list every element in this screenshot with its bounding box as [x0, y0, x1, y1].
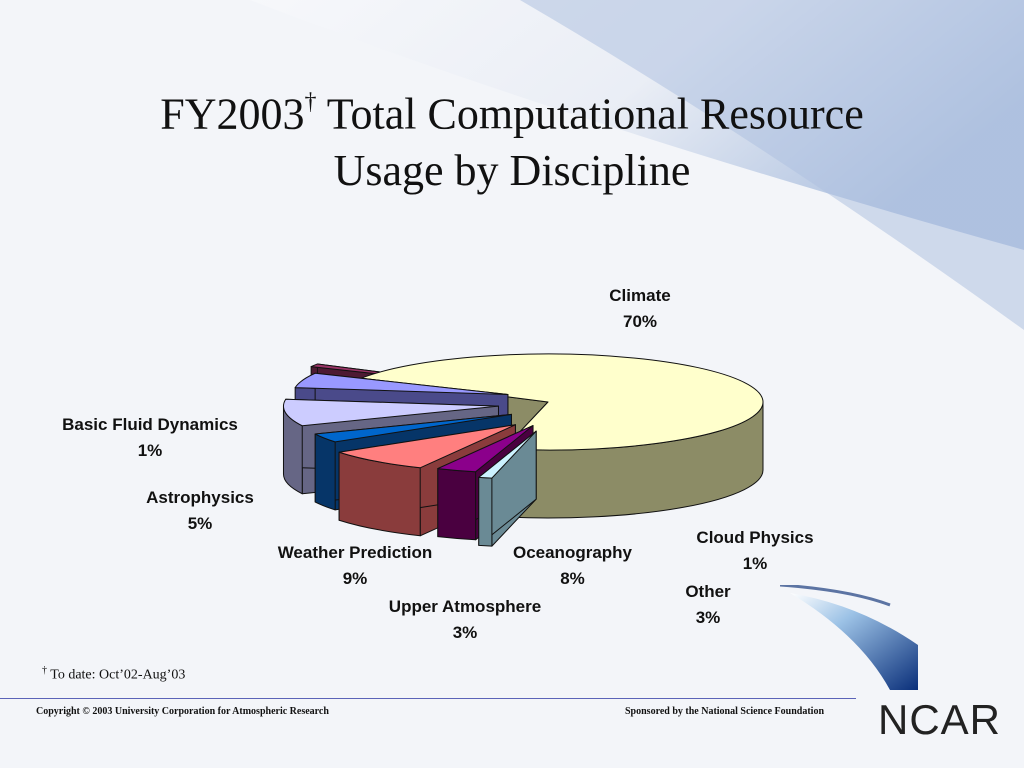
label-astrophysics: Astrophysics 5% — [146, 488, 254, 533]
footnote: † To date: Oct’02-Aug’03 — [42, 665, 186, 683]
label-oceanography: Oceanography 8% — [512, 543, 633, 588]
label-weather-prediction: Weather Prediction 9% — [277, 543, 433, 588]
label-other: Other 3% — [685, 582, 731, 627]
sponsor-text: Sponsored by the National Science Founda… — [625, 706, 825, 717]
ncar-logo-text: NCAR — [878, 696, 1002, 743]
pie-slice-cloud-physics — [478, 430, 537, 547]
label-cloud-physics: Cloud Physics 1% — [696, 528, 814, 573]
ncar-logo-swoosh — [780, 585, 918, 690]
label-climate: Climate 70% — [609, 286, 671, 331]
footer-divider — [0, 698, 856, 699]
dagger-mark: † — [304, 89, 317, 115]
slide-title: FY2003† Total Computational Resource Usa… — [160, 89, 864, 195]
label-upper-atmosphere: Upper Atmosphere 3% — [388, 597, 542, 642]
copyright-text: Copyright © 2003 University Corporation … — [36, 706, 329, 717]
label-basic-fluid-dynamics: Basic Fluid Dynamics 1% — [62, 415, 238, 460]
